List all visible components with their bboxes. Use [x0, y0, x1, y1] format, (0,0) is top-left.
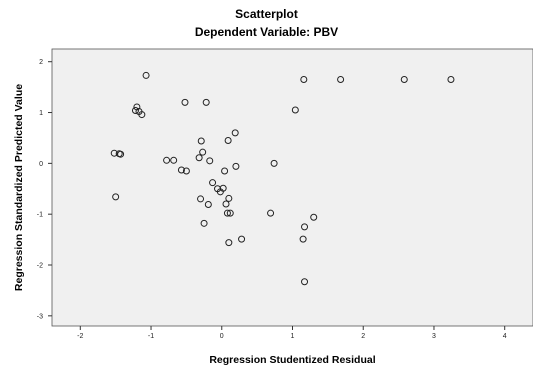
data-point [400, 75, 408, 83]
data-point [270, 159, 278, 167]
data-point [131, 106, 139, 114]
data-point [225, 194, 233, 202]
data-point [200, 219, 208, 227]
data-point [219, 184, 227, 192]
chart-title: Scatterplot [235, 7, 298, 21]
data-point [199, 148, 207, 156]
y-axis-label: Regression Standardized Predicted Value [13, 84, 25, 291]
data-point [170, 156, 178, 164]
data-point [337, 75, 345, 83]
data-point [206, 157, 214, 165]
data-point [209, 179, 217, 187]
x-axis-label: Regression Studentized Residual [209, 354, 375, 366]
data-point [301, 223, 309, 231]
data-point [204, 201, 212, 209]
data-point [299, 235, 307, 243]
x-tick-label: -2 [77, 333, 83, 340]
data-point [177, 166, 185, 174]
data-point [197, 195, 205, 203]
data-point [138, 111, 146, 119]
data-point [232, 162, 240, 170]
data-point [447, 75, 455, 83]
x-tick-label: 3 [432, 333, 436, 340]
plot-area [51, 48, 533, 327]
data-point [181, 98, 189, 106]
data-point [110, 149, 118, 157]
data-point [222, 200, 230, 208]
chart-subtitle: Dependent Variable: PBV [194, 25, 339, 39]
y-tick-label: 0 [39, 161, 43, 168]
data-point [310, 213, 318, 221]
x-tick-label: 1 [291, 333, 295, 340]
data-point [226, 209, 234, 217]
data-point [300, 75, 308, 83]
x-tick-label: -1 [148, 333, 154, 340]
y-tick-label: 2 [39, 59, 43, 66]
data-point [202, 98, 210, 106]
data-point [163, 156, 171, 164]
data-point [117, 150, 125, 158]
y-tick-label: -3 [37, 313, 43, 320]
x-tick-label: 2 [361, 333, 365, 340]
data-point [197, 137, 205, 145]
data-point [224, 136, 232, 144]
data-point [223, 209, 231, 217]
data-point [112, 193, 120, 201]
data-point [301, 278, 309, 286]
data-point [225, 239, 233, 247]
x-tick-label: 4 [503, 333, 507, 340]
x-tick-label: 0 [220, 333, 224, 340]
data-point [238, 235, 246, 243]
data-point [231, 129, 239, 137]
y-tick-label: -2 [37, 263, 43, 270]
data-point [142, 71, 150, 79]
data-point [267, 209, 275, 217]
y-tick-label: 1 [39, 110, 43, 117]
data-point [182, 167, 190, 175]
data-point [221, 167, 229, 175]
y-tick-label: -1 [37, 212, 43, 219]
data-point [195, 154, 203, 162]
data-point [291, 106, 299, 114]
